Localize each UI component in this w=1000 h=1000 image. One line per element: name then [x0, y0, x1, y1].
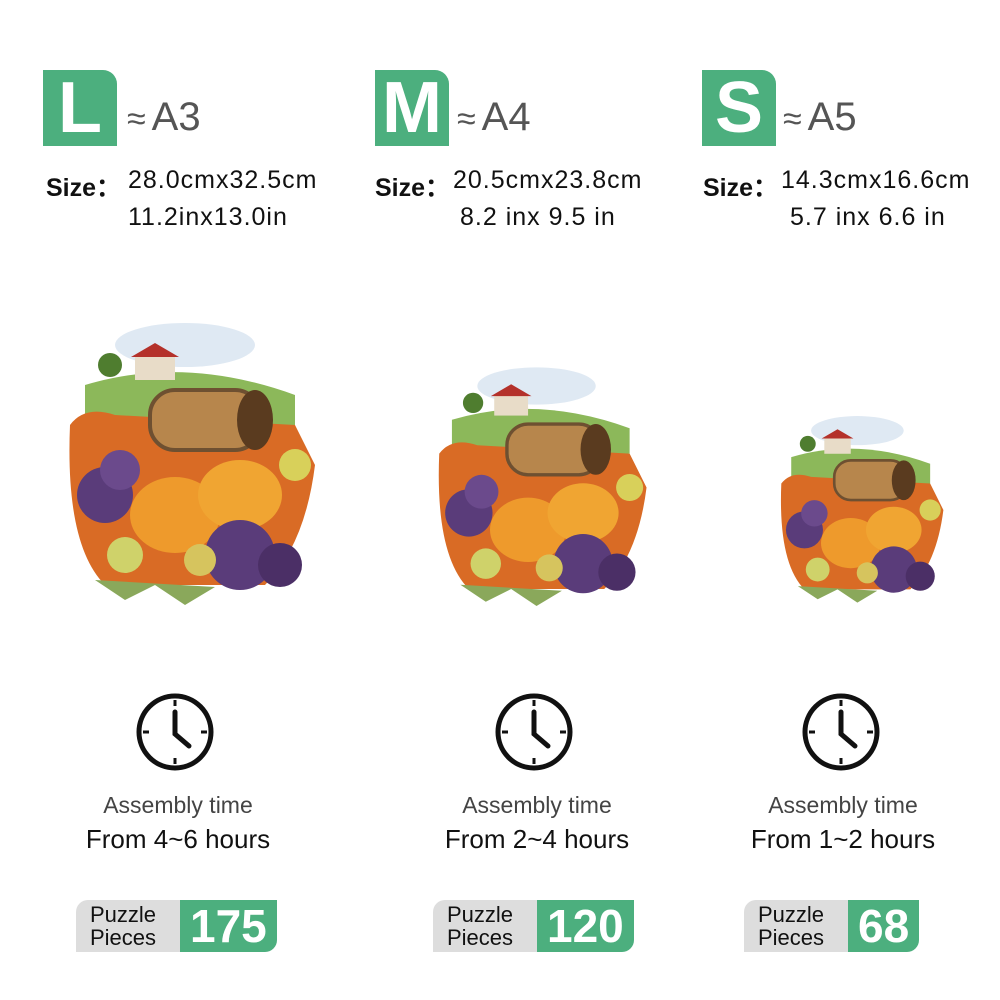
pieces-label: Puzzle Pieces — [76, 900, 180, 952]
dimensions-in: 11.2inx13.0in — [128, 203, 288, 231]
assembly-time-label: Assembly time — [768, 792, 918, 818]
paper-size: ≈ A4 — [457, 95, 531, 140]
dimensions-cm: 14.3cmx16.6cm — [781, 166, 971, 194]
pieces-label: Puzzle Pieces — [433, 900, 537, 952]
approx-symbol: ≈ — [783, 100, 802, 138]
approx-symbol: ≈ — [457, 100, 476, 138]
dimensions-in: 5.7 inx 6.6 in — [790, 203, 946, 231]
assembly-time-value: From 2~4 hours — [444, 824, 630, 854]
size-letter-badge: L — [43, 70, 117, 146]
assembly-time-value: From 1~2 hours — [750, 824, 936, 854]
puzzle-image — [67, 321, 317, 607]
dimensions-cm: 28.0cmx32.5cm — [128, 166, 318, 194]
clock-icon — [495, 693, 573, 771]
puzzle-pieces-badge: Puzzle Pieces 175 — [76, 900, 277, 952]
dimensions-in: 8.2 inx 9.5 in — [460, 203, 616, 231]
size-label: Size： — [703, 174, 779, 202]
size-label: Size： — [375, 174, 451, 202]
pieces-label-line2: Pieces — [447, 925, 514, 950]
pieces-label-line1: Puzzle — [90, 902, 157, 927]
pieces-label-line2: Pieces — [758, 925, 825, 950]
size-letter-badge: S — [702, 70, 776, 146]
paper-size-value: A4 — [481, 95, 531, 139]
assembly-time-value: From 4~6 hours — [85, 824, 271, 854]
assembly-time-label: Assembly time — [103, 792, 253, 818]
paper-size-value: A5 — [807, 95, 857, 139]
paper-size: ≈ A5 — [783, 95, 857, 140]
dimensions-cm: 20.5cmx23.8cm — [453, 166, 643, 194]
paper-size-value: A3 — [151, 95, 201, 139]
approx-symbol: ≈ — [127, 100, 146, 138]
size-letter-badge: M — [375, 70, 449, 146]
puzzle-image — [779, 414, 945, 604]
paper-size: ≈ A3 — [127, 95, 201, 140]
pieces-count: 120 — [537, 900, 634, 952]
clock-icon — [136, 693, 214, 771]
pieces-count: 175 — [180, 900, 277, 952]
puzzle-image — [437, 365, 649, 608]
pieces-label-line1: Puzzle — [447, 902, 514, 927]
assembly-time-label: Assembly time — [462, 792, 612, 818]
pieces-label-line2: Pieces — [90, 925, 157, 950]
puzzle-pieces-badge: Puzzle Pieces 120 — [433, 900, 634, 952]
pieces-label-line1: Puzzle — [758, 902, 825, 927]
puzzle-pieces-badge: Puzzle Pieces 68 — [744, 900, 920, 952]
pieces-label: Puzzle Pieces — [744, 900, 848, 952]
pieces-count: 68 — [848, 900, 920, 952]
clock-icon — [802, 693, 880, 771]
size-label: Size： — [46, 174, 122, 202]
